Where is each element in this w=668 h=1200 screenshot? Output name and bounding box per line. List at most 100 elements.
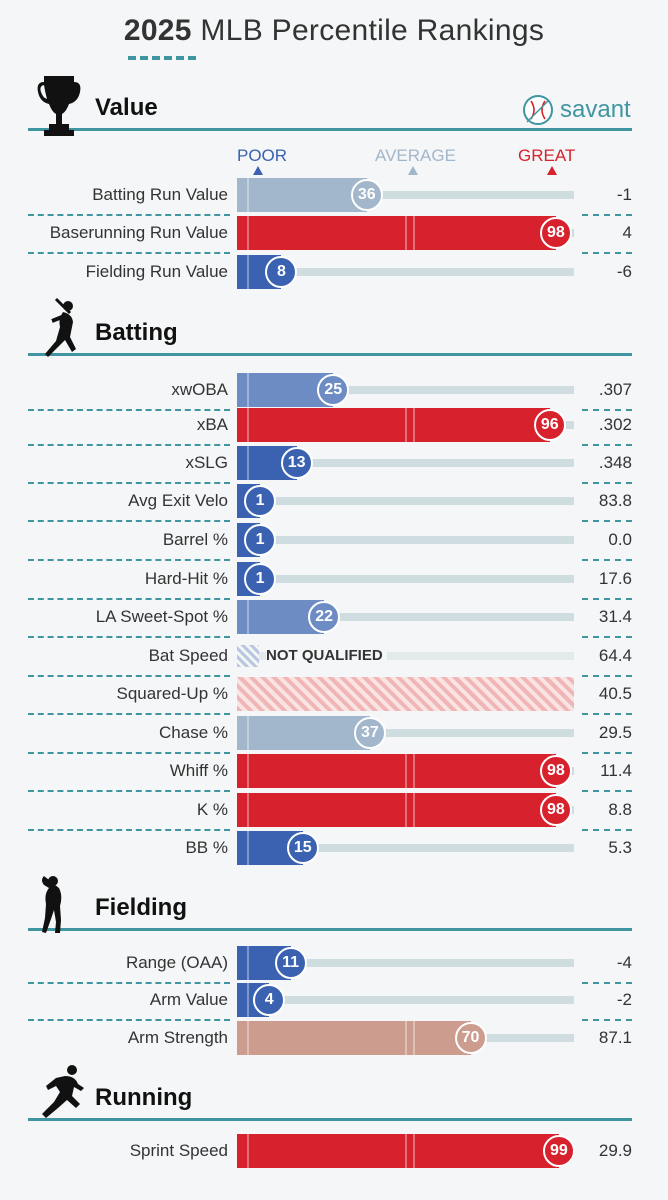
average-marker	[408, 166, 418, 175]
row-divider	[582, 444, 632, 446]
title-year: 2025	[123, 14, 192, 47]
percentile-bar	[237, 408, 550, 442]
scale-poor: POOR	[237, 146, 288, 165]
metric-label: BB %	[185, 838, 228, 857]
metric-row: Arm Value -2 4	[0, 983, 668, 1017]
metric-row: Barrel % 0.0 1	[0, 523, 668, 557]
metric-row: Sprint Speed 29.9 99	[0, 1134, 668, 1168]
percentile-bar	[237, 216, 556, 250]
row-divider	[582, 214, 632, 216]
metric-row: K % 8.8 98	[0, 793, 668, 827]
bar-tick	[413, 793, 415, 827]
metric-label: Arm Strength	[127, 1028, 228, 1047]
row-divider	[582, 252, 632, 254]
percentile-bar	[237, 793, 556, 827]
brand-name: savant	[560, 96, 631, 123]
bar-tick	[405, 793, 407, 827]
scale-great: GREAT	[518, 146, 576, 165]
row-divider	[28, 409, 230, 411]
metric-row: Batting Run Value -1 36	[0, 178, 668, 212]
percentile-track	[237, 844, 574, 852]
percentile-circle: 22	[308, 601, 341, 633]
metric-value: 5.3	[608, 838, 632, 857]
row-divider	[582, 559, 632, 561]
metric-row: BB % 5.3 15	[0, 831, 668, 865]
metric-label: LA Sweet-Spot %	[95, 607, 228, 626]
metric-value: 29.5	[598, 723, 632, 742]
bar-tick	[247, 178, 249, 212]
section-rule-running	[28, 1118, 632, 1121]
section-title-running: Running	[95, 1084, 193, 1111]
bar-tick	[247, 754, 249, 788]
percentile-track	[237, 959, 574, 967]
metric-label: Baserunning Run Value	[49, 223, 228, 242]
percentile-track	[237, 268, 574, 276]
section-title-value: Value	[95, 94, 158, 121]
poor-marker	[253, 166, 263, 175]
percentile-circle: 1	[244, 485, 277, 517]
metric-label: Barrel %	[162, 530, 228, 549]
metric-label: Squared-Up %	[116, 684, 228, 703]
row-divider	[28, 1019, 230, 1021]
section-title-batting: Batting	[95, 319, 178, 346]
metric-value: 83.8	[598, 491, 632, 510]
percentile-circle: 96	[533, 409, 566, 441]
metric-value: -2	[616, 990, 632, 1009]
metric-value: .348	[598, 453, 632, 472]
row-divider	[28, 790, 230, 792]
bar-tick	[405, 1021, 407, 1055]
bar-tick	[247, 216, 249, 250]
percentile-circle: 98	[539, 217, 572, 249]
metric-label: xSLG	[185, 453, 228, 472]
bar-tick	[405, 1134, 407, 1168]
bar-tick	[413, 1021, 415, 1055]
row-divider	[28, 829, 230, 831]
section-title-fielding: Fielding	[95, 894, 187, 921]
row-divider	[582, 675, 632, 677]
metric-value: 31.4	[598, 607, 632, 626]
row-divider	[582, 1019, 632, 1021]
metric-label: Sprint Speed	[129, 1141, 228, 1160]
bar-tick	[247, 946, 249, 980]
bar-tick	[247, 716, 249, 750]
percentile-circle: 25	[317, 374, 350, 406]
bar-tick	[247, 600, 249, 634]
metric-row: xBA .302 96	[0, 408, 668, 442]
metric-value: -6	[616, 262, 632, 281]
percentile-track	[259, 652, 574, 660]
metric-value: .302	[598, 415, 632, 434]
percentile-circle: 4	[253, 984, 286, 1016]
row-divider	[28, 752, 230, 754]
row-divider	[582, 790, 632, 792]
row-divider	[28, 559, 230, 561]
bar-tick	[247, 793, 249, 827]
metric-row: Range (OAA) -4 11	[0, 946, 668, 980]
baseball-icon	[523, 95, 553, 125]
percentile-track	[237, 575, 574, 583]
metric-value: 40.5	[598, 684, 632, 703]
percentile-bar	[237, 178, 367, 212]
row-divider	[582, 409, 632, 411]
row-divider	[582, 752, 632, 754]
metric-row: Avg Exit Velo 83.8 1	[0, 484, 668, 518]
bar-tick	[247, 373, 249, 407]
metric-row: Chase % 29.5 37	[0, 716, 668, 750]
percentile-bar	[237, 1134, 559, 1168]
percentile-circle: 98	[539, 755, 572, 787]
bar-tick	[413, 1134, 415, 1168]
percentile-circle: 13	[280, 447, 313, 479]
metric-value: 4	[622, 223, 632, 242]
percentile-circle: 98	[539, 794, 572, 826]
metric-row: Baserunning Run Value 4 98	[0, 216, 668, 250]
metric-label: Hard-Hit %	[144, 569, 228, 588]
row-divider	[28, 982, 230, 984]
bar-tick	[247, 1134, 249, 1168]
bar-tick	[413, 754, 415, 788]
fielder-icon	[36, 872, 70, 943]
percentile-circle: 15	[286, 832, 319, 864]
metric-row: xSLG .348 13	[0, 446, 668, 480]
metric-value: -4	[616, 953, 632, 972]
percentile-circle: 37	[353, 717, 386, 749]
row-divider	[28, 713, 230, 715]
row-divider	[28, 675, 230, 677]
